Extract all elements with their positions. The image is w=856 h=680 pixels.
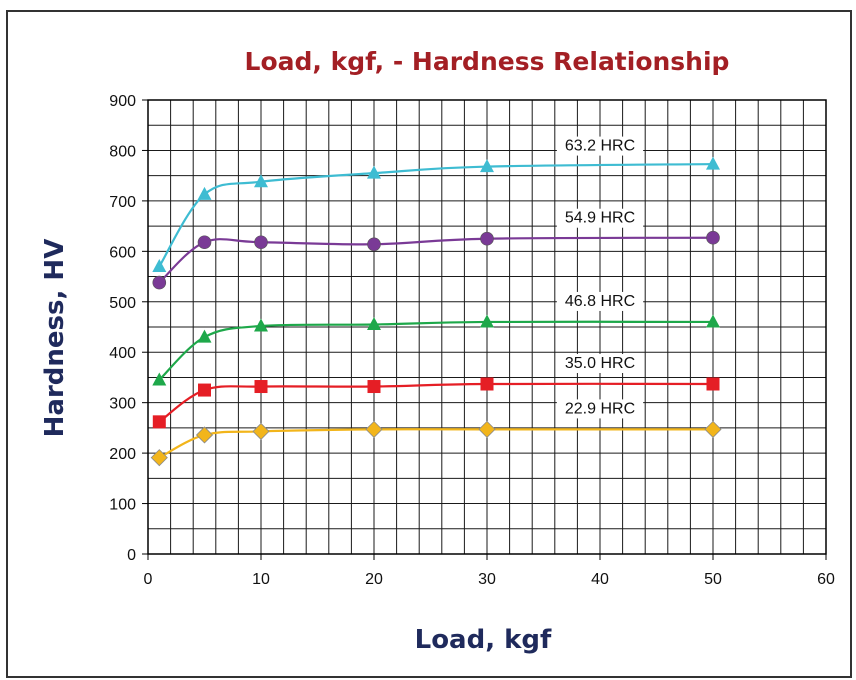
series-label: 22.9 HRC xyxy=(565,400,635,417)
x-tick-label: 40 xyxy=(591,571,609,588)
x-tick-label: 20 xyxy=(365,571,383,588)
data-point xyxy=(706,230,720,245)
data-point xyxy=(367,237,381,252)
data-point xyxy=(478,420,496,438)
data-point xyxy=(197,235,212,250)
series-label-background xyxy=(556,399,644,419)
series-label: 54.9 HRC xyxy=(565,210,635,227)
data-point xyxy=(254,235,268,250)
x-tick-label: 50 xyxy=(704,571,722,588)
data-point xyxy=(367,165,381,179)
y-tick-label: 300 xyxy=(109,396,136,413)
series-4: 22.9 HRC xyxy=(150,399,722,467)
x-tick-label: 30 xyxy=(478,571,496,588)
y-tick-label: 600 xyxy=(109,244,136,261)
x-axis-title: Load, kgf xyxy=(415,625,552,655)
data-point xyxy=(254,174,268,188)
data-point xyxy=(197,186,212,200)
x-tick-label: 10 xyxy=(252,571,270,588)
series-group: 63.2 HRC 54.9 HRC 46.8 HRC 35.0 HRC 22.9 HRC xyxy=(150,136,722,467)
y-tick-label: 900 xyxy=(109,93,136,110)
data-point xyxy=(152,372,167,386)
series-label-background xyxy=(556,208,644,228)
series-2: 46.8 HRC xyxy=(152,291,720,386)
series-label-background xyxy=(556,136,644,156)
data-point xyxy=(252,422,270,440)
data-point xyxy=(254,380,268,394)
data-point xyxy=(706,156,720,170)
series-label: 63.2 HRC xyxy=(565,138,635,155)
data-point xyxy=(367,380,381,394)
y-tick-label: 400 xyxy=(109,345,136,362)
x-tick-label: 60 xyxy=(817,571,835,588)
series-label: 35.0 HRC xyxy=(565,355,635,372)
series-3: 35.0 HRC xyxy=(152,354,720,429)
data-point xyxy=(152,415,166,429)
chart-frame: Load, kgf, - Hardness Relationship 0 10 20… xyxy=(6,10,852,678)
data-point xyxy=(195,426,214,444)
y-tick-label: 200 xyxy=(109,446,136,463)
series-0: 63.2 HRC xyxy=(152,136,720,272)
data-point xyxy=(480,377,494,391)
data-point xyxy=(152,275,167,290)
data-point xyxy=(706,314,720,328)
y-axis-title: Hardness, HV xyxy=(40,239,70,438)
series-label-background xyxy=(556,354,644,374)
y-tick-label: 500 xyxy=(109,295,136,312)
data-point xyxy=(152,258,167,272)
data-point xyxy=(150,449,168,467)
chart-title: Load, kgf, - Hardness Relationship xyxy=(245,47,730,76)
data-point xyxy=(197,329,212,343)
chart-svg: Load, kgf, - Hardness Relationship 0 10 20… xyxy=(40,47,835,655)
data-point xyxy=(367,316,381,330)
series-line xyxy=(158,236,714,284)
x-tick-label: 0 xyxy=(144,571,153,588)
y-tick-label: 800 xyxy=(109,143,136,160)
data-point xyxy=(254,318,268,332)
data-point xyxy=(365,420,383,438)
y-tick-label: 0 xyxy=(127,547,136,564)
data-point xyxy=(480,231,494,246)
y-tick-label: 100 xyxy=(109,497,136,514)
y-tick-label: 700 xyxy=(109,194,136,211)
series-label: 46.8 HRC xyxy=(565,293,635,310)
data-point xyxy=(480,314,494,328)
data-point xyxy=(706,377,720,391)
data-point xyxy=(480,159,494,173)
data-point xyxy=(704,420,722,438)
tick-labels: 0 10 20 30 40 50 60010020030040050060070080090… xyxy=(109,93,835,588)
series-label-background xyxy=(556,291,644,311)
data-point xyxy=(198,383,211,397)
series-1: 54.9 HRC xyxy=(152,208,720,290)
